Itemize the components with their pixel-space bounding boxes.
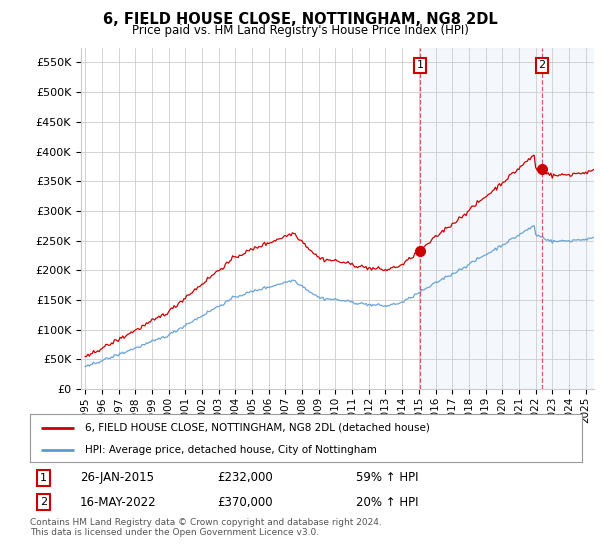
Text: 2: 2 — [40, 497, 47, 507]
Text: 2: 2 — [538, 60, 545, 71]
Text: 6, FIELD HOUSE CLOSE, NOTTINGHAM, NG8 2DL (detached house): 6, FIELD HOUSE CLOSE, NOTTINGHAM, NG8 2D… — [85, 423, 430, 433]
Bar — [420, 48, 600, 389]
Text: 59% ↑ HPI: 59% ↑ HPI — [356, 472, 418, 484]
Text: HPI: Average price, detached house, City of Nottingham: HPI: Average price, detached house, City… — [85, 445, 377, 455]
Text: Contains HM Land Registry data © Crown copyright and database right 2024.
This d: Contains HM Land Registry data © Crown c… — [30, 518, 382, 538]
Text: 16-MAY-2022: 16-MAY-2022 — [80, 496, 157, 509]
Text: 1: 1 — [40, 473, 47, 483]
Text: 1: 1 — [416, 60, 424, 71]
Text: 6, FIELD HOUSE CLOSE, NOTTINGHAM, NG8 2DL: 6, FIELD HOUSE CLOSE, NOTTINGHAM, NG8 2D… — [103, 12, 497, 27]
Text: £370,000: £370,000 — [218, 496, 274, 509]
Text: 20% ↑ HPI: 20% ↑ HPI — [356, 496, 418, 509]
Text: 26-JAN-2015: 26-JAN-2015 — [80, 472, 154, 484]
Text: £232,000: £232,000 — [218, 472, 274, 484]
Text: Price paid vs. HM Land Registry's House Price Index (HPI): Price paid vs. HM Land Registry's House … — [131, 24, 469, 36]
